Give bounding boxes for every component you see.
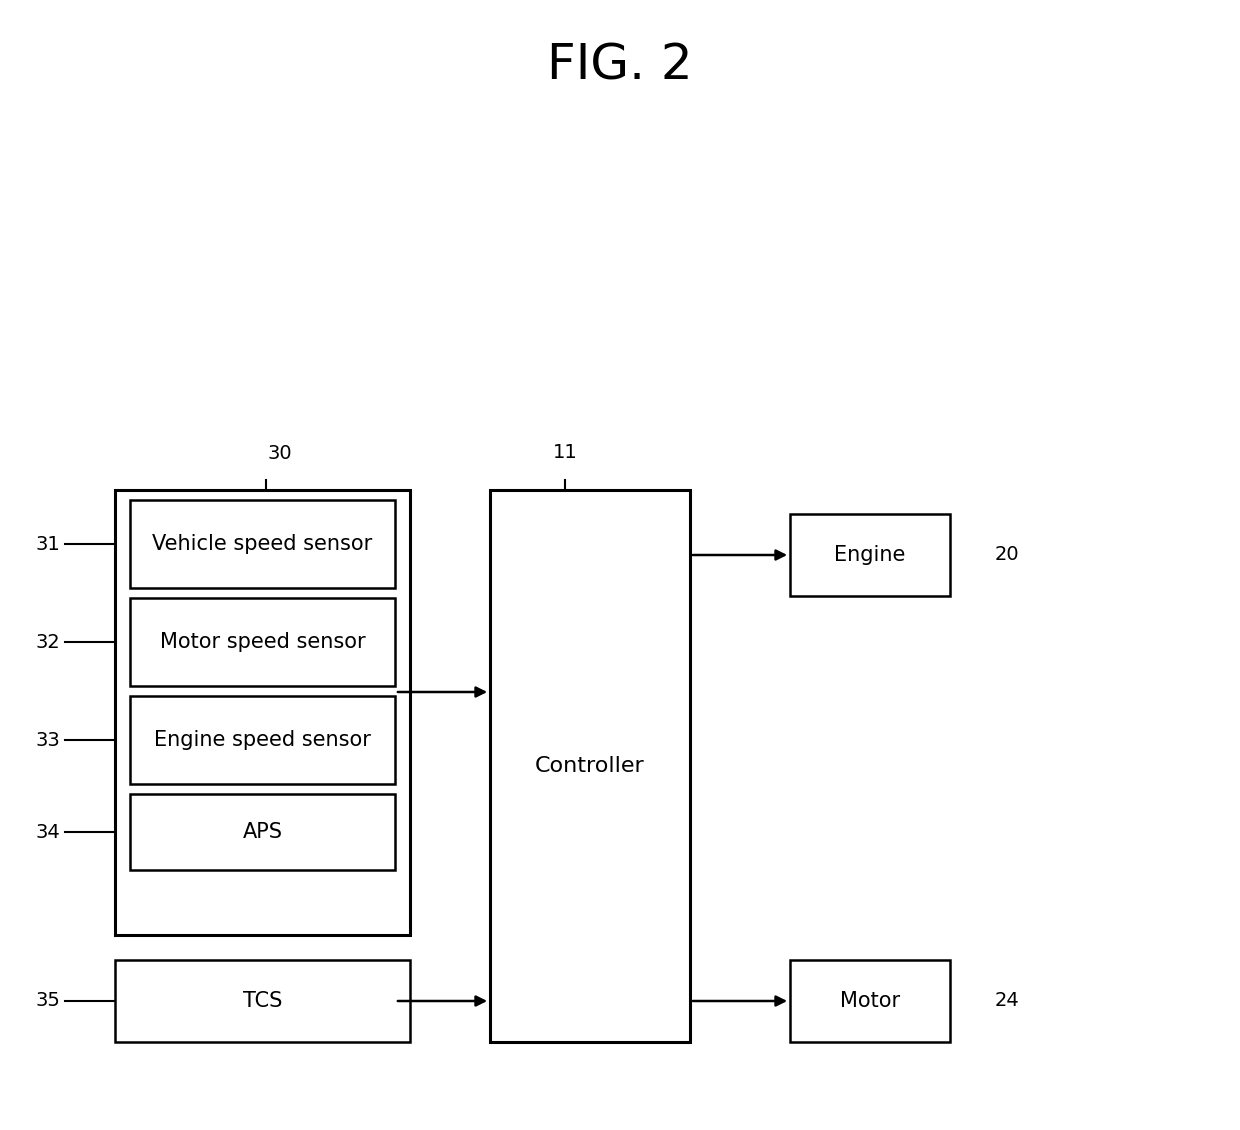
- Text: 20: 20: [994, 546, 1019, 565]
- Text: 34: 34: [35, 823, 60, 842]
- Text: 33: 33: [35, 730, 60, 749]
- Text: Engine speed sensor: Engine speed sensor: [154, 730, 371, 750]
- Text: FIG. 2: FIG. 2: [547, 41, 693, 89]
- Text: Controller: Controller: [536, 756, 645, 776]
- Text: Vehicle speed sensor: Vehicle speed sensor: [153, 534, 373, 554]
- Bar: [115, 490, 410, 935]
- Bar: [130, 794, 396, 870]
- Text: 31: 31: [35, 534, 60, 554]
- Text: Engine: Engine: [835, 545, 905, 565]
- Text: 11: 11: [553, 443, 578, 462]
- Text: TCS: TCS: [243, 991, 283, 1011]
- Text: 30: 30: [268, 444, 293, 463]
- Bar: [790, 514, 950, 596]
- Text: Motor speed sensor: Motor speed sensor: [160, 632, 366, 652]
- Bar: [490, 490, 689, 1042]
- Text: Motor: Motor: [839, 991, 900, 1011]
- Text: APS: APS: [243, 822, 283, 842]
- Text: 35: 35: [35, 991, 60, 1010]
- Text: 32: 32: [35, 633, 60, 652]
- Text: 24: 24: [994, 991, 1019, 1010]
- Bar: [130, 696, 396, 784]
- Bar: [130, 499, 396, 588]
- Bar: [115, 960, 410, 1042]
- Bar: [790, 960, 950, 1042]
- Bar: [130, 598, 396, 686]
